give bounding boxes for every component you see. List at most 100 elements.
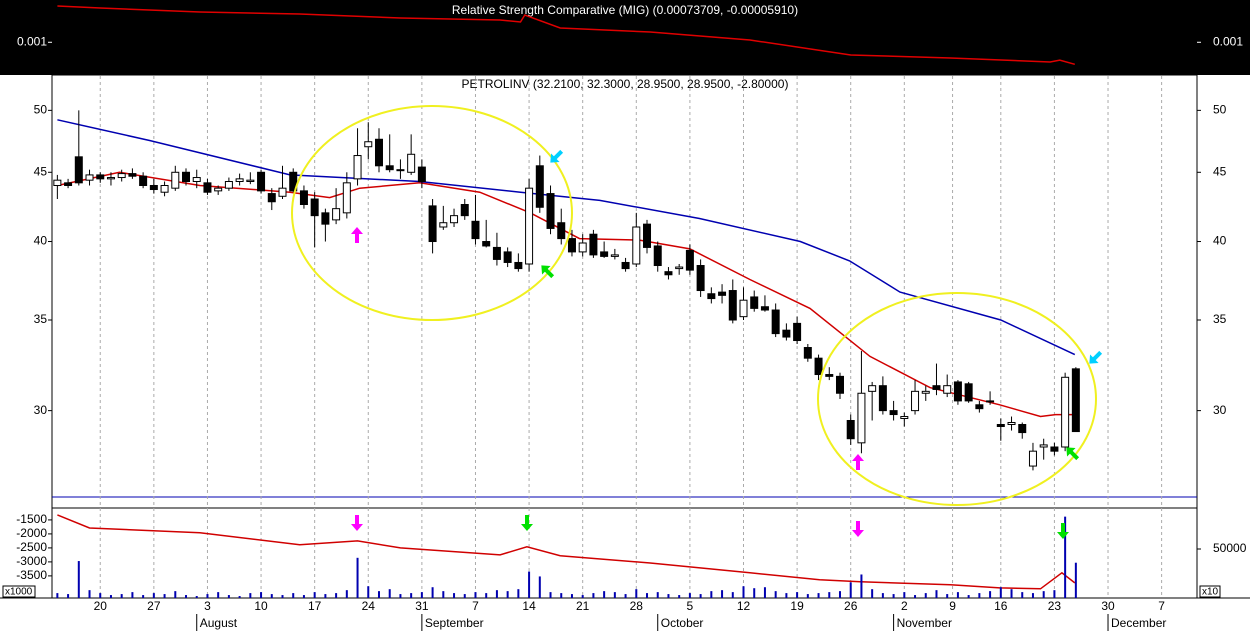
candle-body xyxy=(1018,423,1027,434)
x-tick-label: 5 xyxy=(687,599,694,613)
month-label: October xyxy=(661,616,704,630)
x-tick-label: 24 xyxy=(362,599,376,613)
volume-bar xyxy=(978,593,981,598)
candle-body xyxy=(771,309,780,335)
plot-layer: 20 27 3 10 17 24 31 7 14 21 28 5 12 19 26 2 9 16 23 30 7 Augu… xyxy=(16,5,1247,631)
rsc-title: Relative Strength Comparative (MIG) (0.0… xyxy=(452,3,798,17)
x-tick-label: 9 xyxy=(949,599,956,613)
month-label: December xyxy=(1111,616,1166,630)
candle-body xyxy=(610,254,619,257)
candle-body xyxy=(374,138,383,167)
volume-bar xyxy=(710,591,713,598)
month-label: November xyxy=(897,616,952,630)
volume-bar xyxy=(120,594,123,598)
volume-bar xyxy=(656,592,659,598)
candle-body xyxy=(964,383,973,402)
volume-bar xyxy=(635,589,638,598)
y-tick-label: 50 xyxy=(1213,103,1227,117)
line-series xyxy=(57,514,1076,590)
volume-bar xyxy=(806,594,809,598)
candle-body xyxy=(514,261,523,270)
signal-arrow xyxy=(1089,350,1103,364)
candle-body xyxy=(846,419,855,440)
volume-bar xyxy=(560,593,563,598)
volume-bar xyxy=(581,595,584,598)
volume-bar xyxy=(1042,591,1045,598)
volume-bar xyxy=(1010,589,1013,598)
volume-bar xyxy=(495,590,498,598)
candle-body xyxy=(1061,376,1070,448)
y-tick-label: -1500 xyxy=(16,512,47,526)
volume-bar xyxy=(506,591,509,598)
candle-body xyxy=(1071,368,1080,433)
volume-bar xyxy=(1064,516,1067,598)
x-tick-label: 17 xyxy=(308,599,322,613)
candle-body xyxy=(503,251,512,263)
volume-bar xyxy=(420,592,423,598)
volume-bar xyxy=(292,593,295,598)
volume-bar xyxy=(249,593,252,598)
signal-arrow xyxy=(1066,447,1080,461)
volume-bar xyxy=(152,593,155,598)
candle-body xyxy=(182,171,191,183)
y-tick-label: -2500 xyxy=(16,540,47,554)
volume-bar xyxy=(431,587,434,598)
y-tick-label: 45 xyxy=(34,164,48,178)
x-tick-label: 21 xyxy=(576,599,590,613)
candle-body xyxy=(546,193,555,229)
volume-bar xyxy=(131,592,134,598)
candle-body xyxy=(85,174,94,181)
volume-bar xyxy=(946,594,949,598)
volume-bar xyxy=(56,593,59,598)
line-series xyxy=(57,5,1076,66)
candle-body xyxy=(878,385,887,412)
candle-body xyxy=(160,184,169,193)
volume-bar xyxy=(453,593,456,598)
volume-bar xyxy=(238,596,241,598)
volume-bar xyxy=(206,594,209,598)
volume-bar xyxy=(849,582,852,598)
candle-body xyxy=(342,182,351,214)
volume-bar xyxy=(678,595,681,598)
candle-body xyxy=(267,193,276,203)
volume-bar xyxy=(388,589,391,598)
volume-bar xyxy=(174,591,177,598)
candle-body xyxy=(825,374,834,377)
volume-bar xyxy=(442,591,445,598)
candle-body xyxy=(278,187,287,197)
candle-body xyxy=(246,179,255,183)
candle-body xyxy=(675,266,684,270)
price-title: PETROLINV (32.2100, 32.3000, 28.9500, 28… xyxy=(462,77,789,91)
volume-bar xyxy=(474,592,477,598)
y-tick-label: 30 xyxy=(34,403,48,417)
volume-bar xyxy=(860,574,863,598)
plot-frame xyxy=(51,74,1198,599)
candle-body xyxy=(718,291,727,296)
candle-body xyxy=(707,293,716,300)
candle-body xyxy=(696,265,705,292)
volume-bar xyxy=(1074,562,1077,598)
x-tick-label: 12 xyxy=(737,599,751,613)
candle-body xyxy=(535,165,544,208)
y-tick-label: 0.001 xyxy=(1213,34,1243,48)
candle-body xyxy=(921,390,930,394)
volume-bar xyxy=(538,576,541,598)
volume-bar xyxy=(302,595,305,598)
volume-bar xyxy=(528,571,531,598)
volume-bar xyxy=(903,592,906,598)
candle-body xyxy=(364,141,373,148)
candle-body xyxy=(492,246,501,260)
x-tick-label: 16 xyxy=(994,599,1008,613)
candle-body xyxy=(857,392,866,444)
volume-bar xyxy=(646,593,649,598)
candle-body xyxy=(728,290,737,321)
candle-body xyxy=(128,173,137,177)
volume-bar xyxy=(517,589,520,598)
candle-body xyxy=(1028,450,1037,467)
volume-bar xyxy=(721,590,724,598)
candle-body xyxy=(643,223,652,248)
x-tick-label: 20 xyxy=(94,599,108,613)
candle-body xyxy=(621,261,630,270)
x-tick-label: 7 xyxy=(1158,599,1165,613)
volume-bar xyxy=(1031,593,1034,598)
